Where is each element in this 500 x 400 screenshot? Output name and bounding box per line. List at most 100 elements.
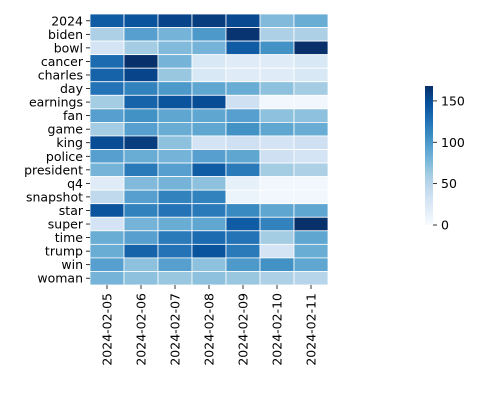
heatmap-cell	[191, 81, 227, 96]
heatmap-cell	[157, 230, 193, 245]
heatmap-cell	[259, 203, 295, 218]
heatmap-cell	[191, 243, 227, 259]
y-tick-label: cancer	[41, 54, 84, 69]
heatmap-cell	[191, 13, 227, 28]
heatmap-cell	[89, 135, 125, 150]
heatmap-cell	[225, 27, 261, 42]
heatmap-cell	[157, 67, 193, 83]
heatmap-cell	[123, 27, 159, 42]
heatmap-cell	[225, 94, 261, 110]
y-tick-label: super	[48, 217, 84, 232]
heatmap-cell	[191, 67, 227, 83]
heatmap-cell	[225, 149, 261, 164]
heatmap-cell	[259, 94, 295, 110]
heatmap-cell	[123, 122, 159, 137]
heatmap-cell	[225, 81, 261, 96]
heatmap-cell	[123, 257, 159, 272]
heatmap-cell	[157, 122, 193, 137]
heatmap-cell	[225, 203, 261, 218]
heatmap-cell	[157, 149, 193, 164]
heatmap-cell	[225, 257, 261, 272]
colorbar-tick-label: 50	[441, 176, 457, 191]
heatmap-cell	[225, 230, 261, 245]
heatmap-cell	[259, 216, 295, 232]
heatmap-cell	[89, 271, 125, 286]
heatmap-cell	[293, 27, 329, 42]
heatmap-cell	[89, 27, 125, 42]
heatmap-cell	[191, 203, 227, 218]
heatmap-cell	[191, 271, 227, 286]
heatmap-cell	[225, 216, 261, 232]
heatmap-cell	[123, 54, 159, 69]
heatmap-cell	[89, 203, 125, 218]
heatmap-cell	[191, 122, 227, 137]
y-tick-label: 2024	[51, 13, 83, 28]
heatmap-cell	[191, 135, 227, 150]
heatmap-cell	[225, 13, 261, 28]
heatmap-cell	[123, 40, 159, 56]
heatmap-cell	[123, 135, 159, 150]
heatmap-cell	[157, 243, 193, 259]
heatmap-cell	[259, 189, 295, 205]
x-tick-label: 2024-02-08	[202, 293, 217, 366]
y-tick-label: bowl	[54, 40, 83, 55]
heatmap-cell	[293, 189, 329, 205]
heatmap-cell	[123, 176, 159, 191]
heatmap-cell	[123, 216, 159, 232]
heatmap-cell	[89, 230, 125, 245]
y-tick-label: police	[46, 149, 83, 164]
colorbar-tick-label: 100	[441, 135, 465, 150]
y-tick-label: time	[55, 230, 84, 245]
heatmap-cell	[293, 135, 329, 150]
y-tick-labels: 2024bidenbowlcancercharlesdayearningsfan…	[24, 13, 90, 286]
heatmap-cells	[89, 13, 329, 286]
heatmap-cell	[157, 81, 193, 96]
heatmap-cell	[259, 135, 295, 150]
heatmap-cell	[157, 271, 193, 286]
heatmap-cell	[259, 243, 295, 259]
y-tick-label: star	[59, 203, 84, 218]
heatmap-cell	[259, 230, 295, 245]
heatmap-cell	[191, 54, 227, 69]
heatmap-cell	[259, 81, 295, 96]
heatmap-cell	[293, 271, 329, 286]
heatmap-cell	[259, 13, 295, 28]
heatmap-cell	[157, 176, 193, 191]
heatmap-cell	[259, 40, 295, 56]
heatmap-cell	[89, 257, 125, 272]
heatmap-cell	[293, 149, 329, 164]
heatmap-cell	[293, 122, 329, 137]
heatmap-cell	[123, 271, 159, 286]
heatmap-cell	[259, 108, 295, 123]
y-tick-label: charles	[38, 67, 83, 82]
heatmap-cell	[89, 94, 125, 110]
colorbar: 0 50 100 150	[425, 86, 465, 233]
heatmap-cell	[225, 162, 261, 178]
heatmap-cell	[157, 216, 193, 232]
colorbar-tick-label: 150	[441, 93, 465, 108]
heatmap-cell	[191, 189, 227, 205]
y-tick-label: biden	[48, 27, 83, 42]
colorbar-ticks: 0 50 100 150	[433, 93, 465, 233]
heatmap-cell	[293, 40, 329, 56]
heatmap-cell	[191, 108, 227, 123]
heatmap-cell	[89, 122, 125, 137]
heatmap-cell	[123, 162, 159, 178]
heatmap-cell	[225, 67, 261, 83]
heatmap-cell	[225, 135, 261, 150]
heatmap-cell	[225, 108, 261, 123]
heatmap-cell	[293, 203, 329, 218]
heatmap-cell	[293, 216, 329, 232]
heatmap-cell	[157, 257, 193, 272]
heatmap-cell	[123, 13, 159, 28]
heatmap-cell	[293, 176, 329, 191]
heatmap-cell	[191, 216, 227, 232]
colorbar-gradient	[425, 86, 433, 225]
heatmap-cell	[157, 135, 193, 150]
y-tick-label: day	[60, 81, 84, 96]
x-tick-label: 2024-02-07	[168, 293, 183, 366]
heatmap-cell	[293, 13, 329, 28]
heatmap-cell	[89, 216, 125, 232]
heatmap-cell	[259, 271, 295, 286]
heatmap-cell	[293, 230, 329, 245]
